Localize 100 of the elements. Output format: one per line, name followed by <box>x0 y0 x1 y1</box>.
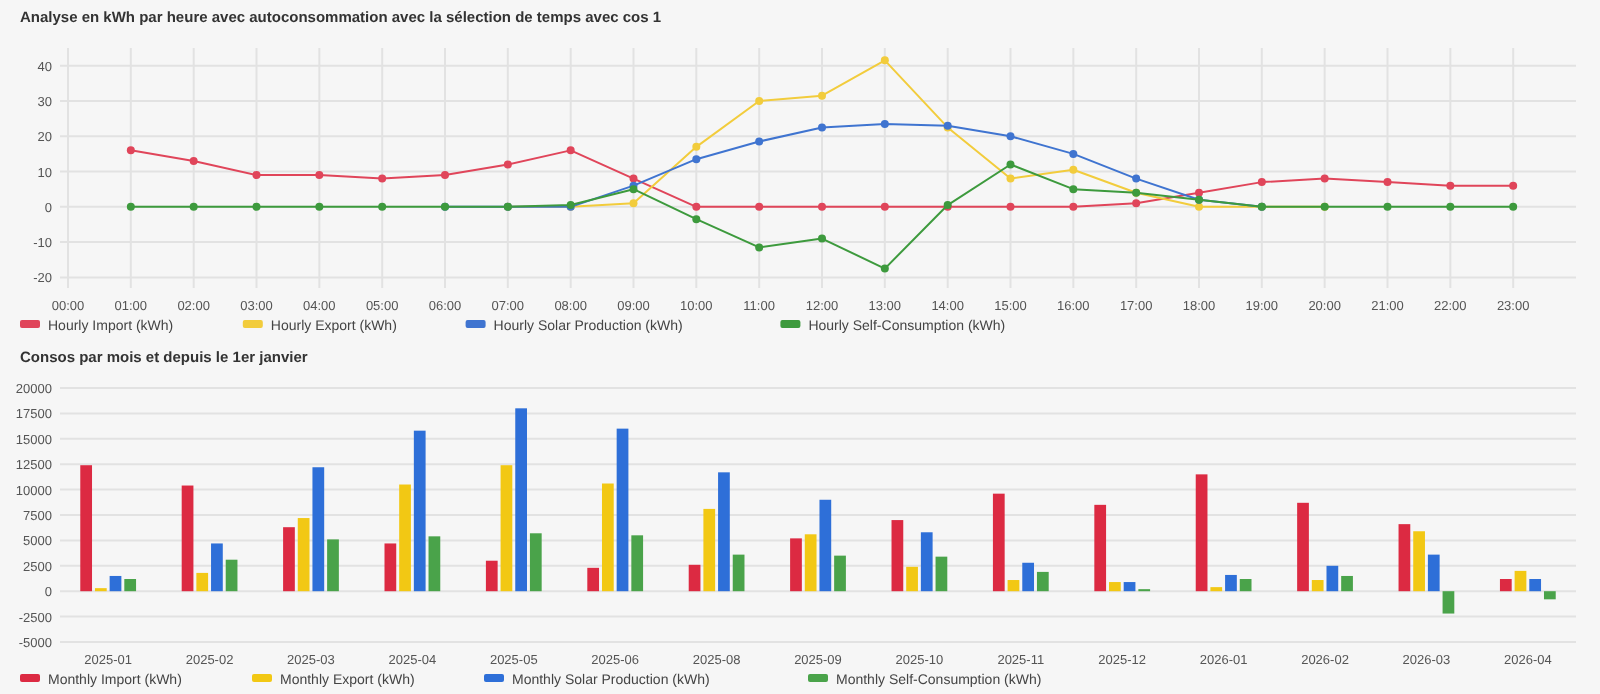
point <box>378 202 387 211</box>
point <box>252 202 261 211</box>
point <box>1069 149 1078 158</box>
bar <box>1022 562 1035 592</box>
point <box>880 202 889 211</box>
bar <box>992 493 1005 592</box>
bar <box>1427 554 1440 592</box>
bar <box>1543 591 1556 600</box>
bar <box>1109 582 1121 592</box>
point <box>692 215 701 224</box>
bar <box>225 559 238 592</box>
point <box>818 91 826 100</box>
point <box>1383 178 1392 187</box>
point <box>1446 202 1455 211</box>
bar <box>500 465 513 592</box>
bar <box>428 536 441 592</box>
point <box>880 119 889 128</box>
bar <box>616 428 629 592</box>
point <box>755 96 764 105</box>
point <box>566 146 575 155</box>
bar <box>790 538 802 592</box>
point <box>315 171 324 180</box>
bar <box>196 572 209 592</box>
point <box>818 123 826 132</box>
bar <box>1413 531 1425 592</box>
point <box>629 174 638 183</box>
bar <box>819 499 832 592</box>
bar <box>1195 474 1208 592</box>
bar <box>732 554 745 592</box>
point <box>1509 181 1518 190</box>
point <box>1006 132 1015 141</box>
bar <box>1341 575 1353 592</box>
point <box>252 171 261 180</box>
point <box>880 56 889 65</box>
bar <box>1007 580 1020 592</box>
bar <box>891 520 904 592</box>
point <box>189 156 198 165</box>
point <box>880 264 889 273</box>
bar <box>283 527 295 592</box>
bar <box>1326 565 1339 592</box>
point <box>441 171 449 180</box>
point <box>1006 174 1015 183</box>
point <box>692 202 701 211</box>
point <box>126 202 135 211</box>
bar <box>631 535 644 592</box>
point <box>1509 202 1518 211</box>
bar <box>413 430 426 592</box>
bar <box>399 484 411 592</box>
bar <box>1225 574 1237 592</box>
bar <box>601 483 614 592</box>
bar <box>906 566 918 592</box>
point <box>1257 178 1266 187</box>
point <box>126 146 135 155</box>
bar <box>1499 579 1512 592</box>
point <box>1383 202 1392 211</box>
point <box>1195 202 1203 211</box>
point <box>818 234 826 243</box>
bar <box>529 533 542 592</box>
bar <box>515 408 527 592</box>
point <box>818 202 826 211</box>
bar <box>109 575 122 592</box>
point <box>503 160 512 169</box>
point <box>315 202 324 211</box>
bar <box>384 543 397 592</box>
bar <box>834 555 846 592</box>
point <box>755 137 764 146</box>
point <box>1069 185 1078 194</box>
bar <box>920 532 933 592</box>
bar <box>935 556 948 592</box>
point <box>755 243 764 252</box>
bar <box>327 539 339 592</box>
point <box>189 202 198 211</box>
bar <box>1036 571 1049 592</box>
bar <box>718 472 730 592</box>
bar <box>80 465 93 592</box>
point <box>1132 199 1141 208</box>
bar <box>1123 582 1136 592</box>
bar <box>1514 570 1527 592</box>
bar <box>1094 504 1107 592</box>
point <box>755 202 764 211</box>
point <box>378 174 387 183</box>
bar <box>688 564 701 592</box>
bar <box>1297 502 1309 592</box>
point <box>1006 202 1015 211</box>
bar <box>1311 580 1324 592</box>
bar <box>297 518 310 592</box>
bar <box>124 579 137 592</box>
point <box>629 199 638 208</box>
point <box>1069 165 1078 174</box>
bar <box>485 560 498 592</box>
bar <box>1442 591 1455 614</box>
point <box>1195 188 1203 197</box>
bar <box>1398 524 1411 592</box>
point <box>692 155 701 164</box>
bar <box>1529 579 1542 592</box>
bar <box>181 485 194 592</box>
bar <box>703 508 716 592</box>
bar <box>312 467 325 592</box>
point <box>1446 181 1455 190</box>
bar <box>211 543 223 592</box>
